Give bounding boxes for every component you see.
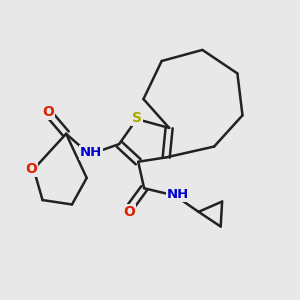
Text: NH: NH [80,146,102,159]
Text: O: O [124,205,135,219]
Text: S: S [132,111,142,124]
Text: O: O [26,162,37,176]
Text: O: O [43,105,54,119]
Text: NH: NH [167,188,189,201]
